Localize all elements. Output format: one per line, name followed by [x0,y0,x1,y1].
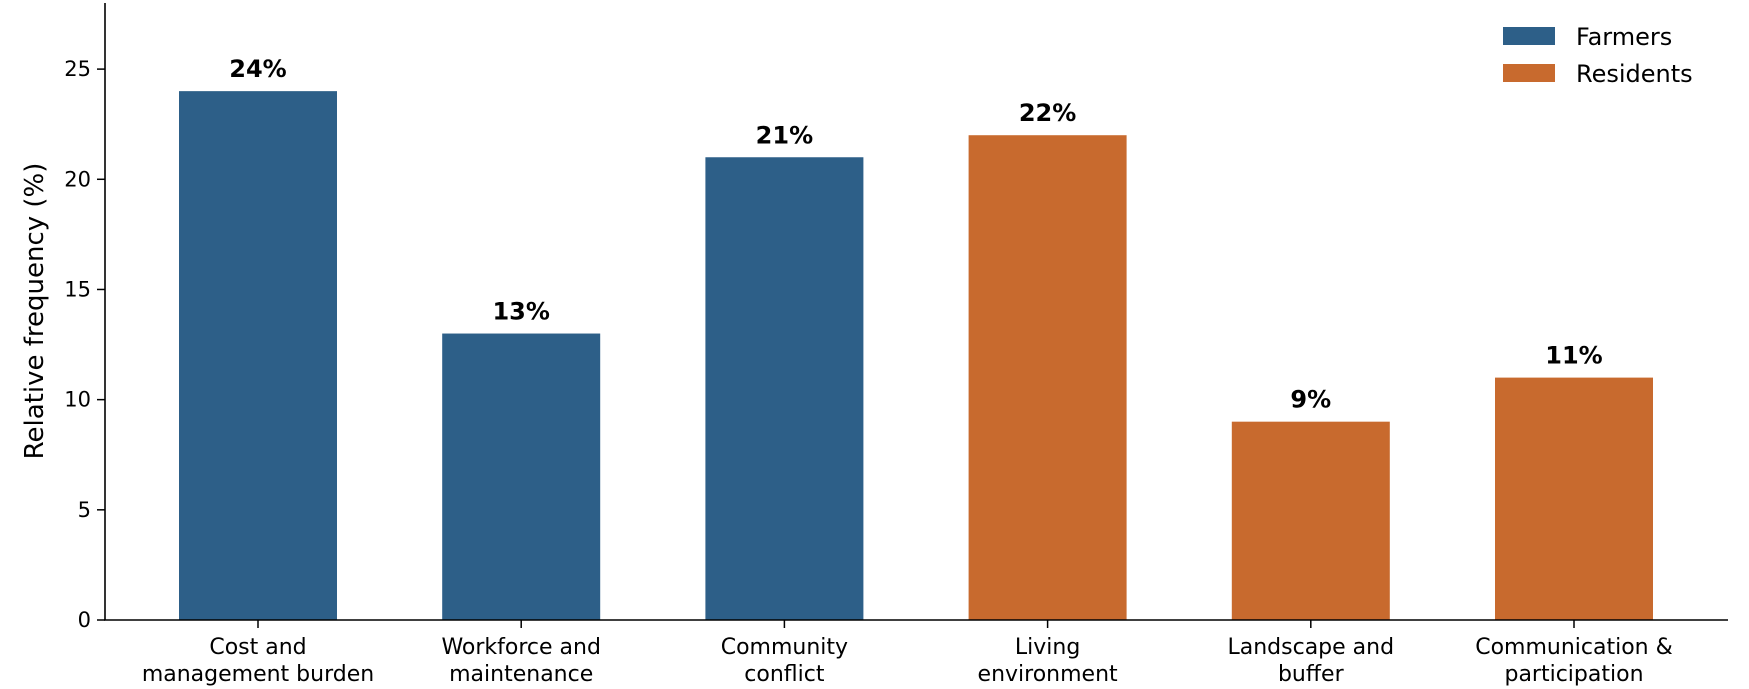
bar-value-label: 9% [1290,386,1331,414]
legend-swatch-farmers [1503,27,1555,45]
bar-farmers [179,91,337,620]
x-tick-label: buffer [1278,662,1345,687]
x-tick-label: participation [1504,662,1643,687]
bar-residents [1231,421,1390,620]
x-tick-label: environment [978,662,1118,687]
x-tick-label: Communication & [1475,635,1673,660]
bar-residents [1495,377,1653,620]
legend-swatch-residents [1503,64,1555,82]
bar-farmers [442,333,601,620]
legend-label-farmers: Farmers [1576,23,1672,51]
x-tick-label: Workforce and [441,635,601,660]
x-tick-label: Landscape and [1228,635,1395,660]
x-tick-label: maintenance [449,662,593,687]
bar-value-label: 13% [492,298,549,326]
legend: Farmers Residents [1503,23,1693,88]
x-tick-label: Cost and [209,635,306,660]
y-tick-label: 25 [64,57,91,81]
y-tick-label: 10 [64,388,91,412]
bar-value-label: 22% [1019,99,1076,127]
y-tick-label: 15 [64,277,91,301]
x-tick-label: Community [721,635,848,660]
bar-value-label: 11% [1545,342,1602,370]
value-labels: 24% 13% 21% 22% 9% 11% [229,55,1602,414]
x-tick-label: Living [1015,635,1080,660]
x-tick-label: management burden [142,662,374,687]
y-tick-label: 20 [64,167,91,191]
y-tick-label: 0 [78,608,91,632]
y-tick-label: 5 [78,498,91,522]
bar-value-label: 24% [229,55,286,83]
y-axis-ticks: 0 5 10 15 20 25 [64,57,105,632]
x-tick-label: conflict [744,662,825,687]
legend-label-residents: Residents [1576,60,1693,88]
bar-farmers [705,157,864,620]
bar-residents [968,135,1127,620]
bar-value-label: 21% [756,121,813,149]
bars [179,91,1653,620]
y-axis-label: Relative frequency (%) [20,163,50,460]
